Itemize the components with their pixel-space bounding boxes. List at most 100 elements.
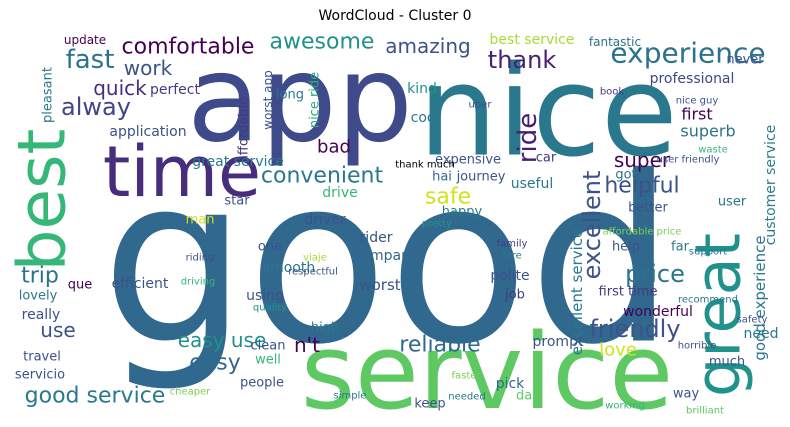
word: star [224, 194, 250, 209]
word: polite [490, 268, 529, 284]
word: fare [502, 251, 522, 262]
word: affordable [237, 97, 252, 163]
word: time [103, 131, 261, 213]
word: simple [333, 391, 366, 402]
word: family [497, 239, 528, 250]
word: happy [442, 205, 483, 220]
word: driver [304, 212, 345, 228]
word: trip [21, 264, 59, 289]
word: application [109, 124, 186, 140]
word: far [671, 240, 690, 255]
word: safety [737, 315, 768, 326]
word: man [186, 213, 215, 228]
word: servicio [15, 368, 65, 383]
word: perfect [150, 82, 200, 98]
word: quality [253, 303, 287, 314]
word: driving [181, 277, 216, 288]
word: rider [360, 230, 393, 246]
word: love [599, 340, 637, 361]
word: book [600, 87, 625, 98]
word: job [504, 288, 525, 303]
word: pick [496, 376, 525, 392]
word: good service [25, 384, 166, 409]
word: pleasant [41, 67, 56, 123]
word: best service [490, 32, 575, 48]
word: update [64, 33, 106, 47]
word: expensive [435, 153, 501, 168]
word: much [709, 355, 745, 370]
word: efficient [112, 276, 169, 292]
word: quick [93, 76, 147, 100]
word: well [255, 353, 281, 368]
word: drive [322, 185, 357, 201]
word: waste [698, 145, 728, 156]
word: easy [189, 351, 241, 376]
word: long [276, 88, 304, 103]
word: convenient [261, 164, 384, 189]
word: user friendly [657, 155, 720, 166]
word: super [614, 148, 671, 172]
word: awesome [270, 30, 375, 55]
chart-title: WordCloud - Cluster 0 [319, 8, 472, 24]
word: work [124, 56, 173, 80]
word: keep [414, 397, 445, 412]
word: good experience [751, 235, 769, 360]
word: support [689, 247, 727, 258]
word: need [744, 326, 779, 342]
word: bad [317, 137, 351, 158]
word: great service [192, 154, 284, 170]
word: never [726, 53, 764, 68]
word: ride [513, 113, 543, 163]
word: horrible [678, 341, 717, 352]
word: que [68, 278, 93, 293]
word: high [311, 321, 339, 336]
word: kind [407, 81, 437, 97]
word: worst app [261, 70, 275, 129]
word: smooth [263, 260, 315, 276]
word: superb [680, 122, 735, 141]
word: travel [23, 350, 61, 365]
word: clean [251, 339, 286, 354]
word: really [22, 307, 61, 323]
word: prompt [533, 334, 584, 350]
word: nice guy [676, 96, 719, 107]
word: easy use [178, 328, 267, 352]
word: worst [359, 276, 400, 294]
word: good [101, 129, 674, 396]
word: people [240, 376, 284, 391]
word: thank [488, 46, 557, 74]
word: friendly [589, 315, 680, 343]
word: lovely [19, 289, 58, 304]
word: riding [186, 253, 215, 264]
word: alway [61, 93, 131, 121]
word: brilliant [686, 406, 724, 417]
word: best [4, 129, 81, 272]
word: excellent [578, 171, 606, 280]
word: uber [469, 100, 493, 111]
word: company [354, 248, 419, 264]
cloud-area [14, 33, 776, 420]
word: got [615, 168, 636, 183]
word: pretty [422, 219, 452, 230]
word: using [246, 288, 284, 304]
word: amazing [385, 34, 470, 58]
word: hai [432, 170, 452, 185]
word: user [718, 195, 747, 210]
word: fantastic [589, 35, 641, 49]
word: car [536, 151, 557, 166]
word: comfortable [122, 35, 255, 60]
word: needed [448, 392, 486, 403]
word: first time [599, 285, 658, 300]
word: thank much [395, 160, 455, 171]
word: wonderful [623, 304, 693, 320]
word: experience [610, 37, 765, 70]
word: nice ride [308, 72, 323, 128]
word: cheaper [170, 387, 212, 398]
word: n't [294, 333, 320, 357]
word: professional [650, 71, 735, 87]
word: day [516, 389, 540, 404]
word: price [625, 260, 685, 288]
word: reliable [399, 333, 480, 358]
word: viaje [303, 253, 327, 264]
